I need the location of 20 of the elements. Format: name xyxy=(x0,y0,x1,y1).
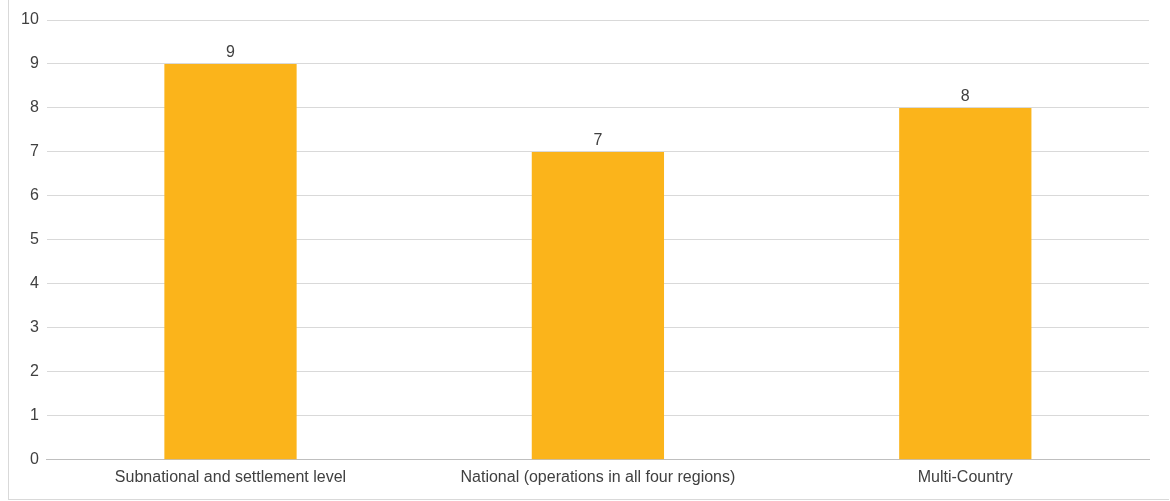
x-tick-label: Multi-Country xyxy=(917,467,1013,485)
y-tick-label: 4 xyxy=(29,274,39,292)
y-tick-label: 8 xyxy=(29,98,39,116)
y-tick-label: 1 xyxy=(29,406,39,424)
y-tick-label: 0 xyxy=(29,450,39,468)
x-tick-label: Subnational and settlement level xyxy=(114,467,347,485)
bar xyxy=(531,151,665,460)
bar xyxy=(164,63,297,460)
y-tick-label: 5 xyxy=(29,230,39,248)
data-label: 8 xyxy=(960,87,970,105)
y-tick-label: 9 xyxy=(29,54,39,72)
y-tick-label: 3 xyxy=(29,318,39,336)
bar xyxy=(899,107,1032,460)
y-tick-label: 7 xyxy=(29,142,39,160)
data-label: 9 xyxy=(226,43,236,61)
y-tick-label: 10 xyxy=(21,10,39,28)
y-tick-label: 2 xyxy=(29,362,39,380)
data-label: 7 xyxy=(593,131,603,149)
x-tick-label: National (operations in all four regions) xyxy=(460,467,736,485)
y-tick-label: 6 xyxy=(29,186,39,204)
